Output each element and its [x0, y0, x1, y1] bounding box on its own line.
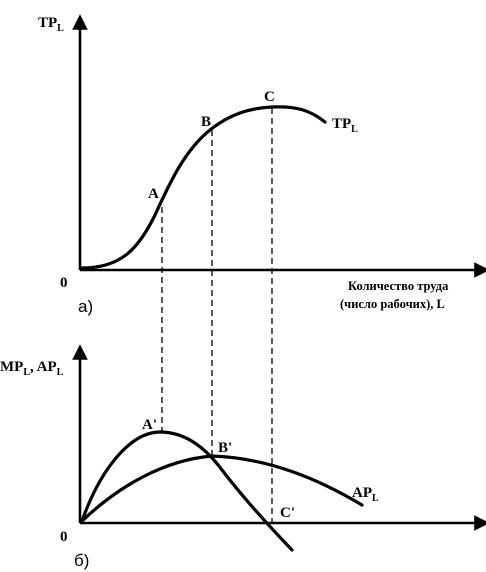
tp-curve: [80, 105, 327, 270]
top-x-axis-label-line1: Количество труда: [348, 279, 449, 293]
point-b-prime-label: B': [218, 440, 232, 456]
bottom-y-axis-label: MPL, APL: [0, 359, 64, 378]
ap-curve: [80, 454, 364, 523]
point-a-label: A: [148, 186, 159, 202]
tp-curve-label: TPL: [332, 116, 358, 135]
bottom-origin-label: 0: [60, 529, 68, 545]
mp-curve: [80, 430, 294, 552]
top-panel: TPL 0 Количество труда (число рабочих), …: [38, 14, 486, 316]
point-b-label: B: [201, 114, 211, 130]
top-x-axis-label-line2: (число рабочих), L: [340, 297, 445, 311]
point-c-prime-label: C': [280, 505, 295, 521]
point-a-prime-label: A': [142, 417, 157, 433]
top-y-axis-label: TPL: [38, 15, 64, 34]
dashed-connectors: [161, 108, 273, 525]
ap-curve-label: APL: [352, 485, 379, 504]
bottom-panel: MPL, APL 0 б) APL A' B' C': [0, 344, 486, 570]
bottom-panel-label: б): [74, 551, 89, 570]
point-c-label: C: [264, 89, 275, 105]
top-origin-label: 0: [60, 275, 68, 291]
top-panel-label: а): [78, 297, 93, 316]
